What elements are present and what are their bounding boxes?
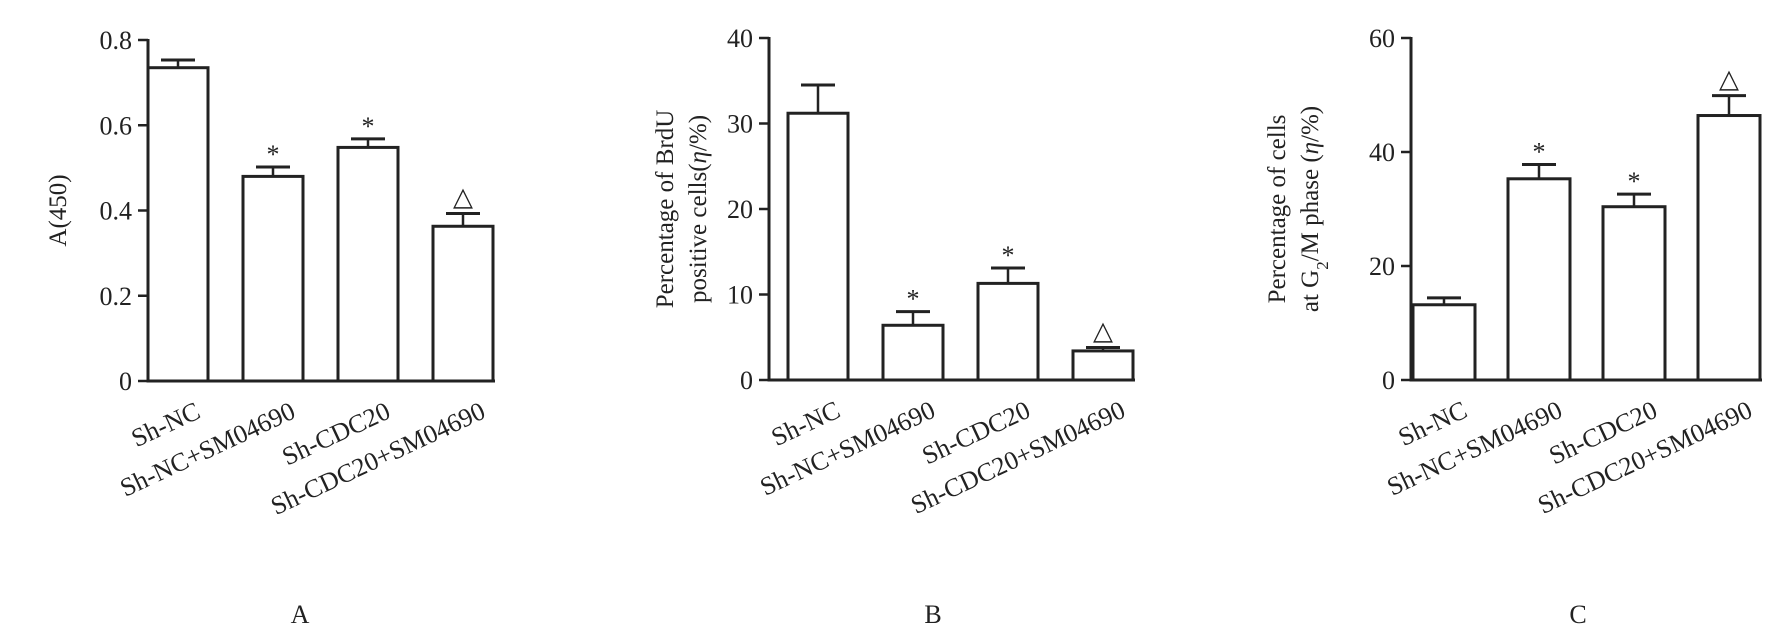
bar [146,66,210,383]
y-axis-label-line: at G2/M phase (η/%) [1297,106,1332,312]
y-tick-label: 0 [119,367,132,396]
y-axis-label-line: A(450) [45,174,72,246]
y-tick-label: 30 [727,110,753,139]
bar [881,323,945,382]
bar [1696,114,1762,382]
y-tick-label: 20 [1369,252,1395,281]
panel-label: C [1569,600,1586,629]
bar [1411,303,1477,382]
significance-mark: * [267,140,280,169]
y-tick-label: 60 [1369,24,1395,53]
bar [241,174,305,383]
chart-panel-c: 0204060Sh-NC*Sh-NC+SM04690*Sh-CDC20△Sh-C… [1264,24,1762,629]
significance-mark: △ [1719,65,1739,94]
y-axis-label-line: Percentage of cells [1264,115,1291,304]
y-tick-label: 20 [727,195,753,224]
y-axis-label-line: positive cells(η/%) [685,115,712,303]
y-axis-label: Percentage of cells at G2/M phase (η/%) [1264,106,1332,312]
significance-mark: * [1002,241,1015,270]
significance-mark: * [362,112,375,141]
bar [976,281,1040,382]
y-tick-label: 0.4 [100,197,133,226]
significance-mark: * [907,285,920,314]
chart-panel-b: 010203040Sh-NC*Sh-NC+SM04690*Sh-CDC20△Sh… [652,24,1135,629]
chart-panel-a: 00.20.40.60.8Sh-NC*Sh-NC+SM04690*Sh-CDC2… [45,26,495,629]
y-axis-label-line: Percentage of BrdU [652,110,679,309]
bar [431,224,495,383]
bar [786,111,850,382]
y-axis-label: Percentage of BrdU positive cells(η/%) [652,110,712,309]
bar [1601,205,1667,382]
y-tick-label: 40 [1369,138,1395,167]
bar [1506,177,1572,382]
panel-label: A [291,600,310,629]
y-tick-label: 0.2 [100,282,133,311]
y-tick-label: 0 [1382,366,1395,395]
y-tick-label: 40 [727,24,753,53]
bar [336,145,400,383]
y-tick-label: 0.8 [100,26,133,55]
y-tick-label: 10 [727,281,753,310]
y-axis-label: A(450) [45,174,72,246]
bar [1071,349,1135,382]
y-tick-label: 0.6 [100,111,133,140]
panel-label: B [924,600,941,629]
significance-mark: * [1533,138,1546,167]
significance-mark: △ [1093,317,1113,346]
significance-mark: * [1628,167,1641,196]
significance-mark: △ [453,182,473,211]
y-tick-label: 0 [740,366,753,395]
